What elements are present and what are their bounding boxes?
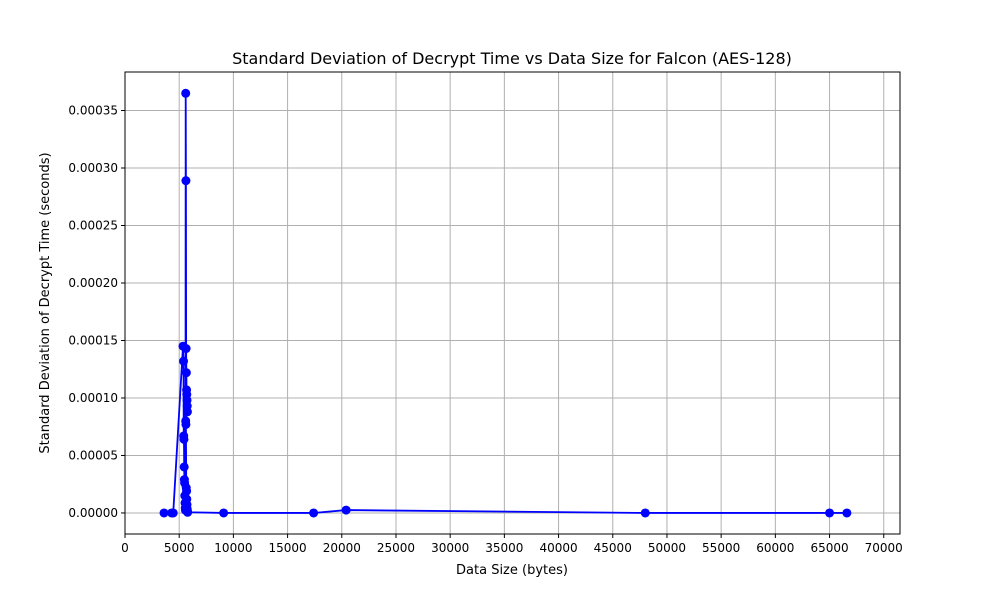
y-tick-label: 0.00015: [68, 333, 118, 347]
plot-frame: [124, 71, 901, 535]
data-point: [309, 508, 319, 518]
x-tick-label: 60000: [756, 541, 794, 555]
y-axis-ticks: 0.00000 0.00005 0.00010 0.00015 0.00020 0.000…: [68, 104, 125, 520]
data-point: [183, 507, 193, 517]
chart-title: Standard Deviation of Decrypt Time vs Da…: [232, 49, 792, 68]
y-axis-label: Standard Deviation of Decrypt Time (seco…: [38, 152, 53, 453]
x-tick-label: 15000: [268, 541, 306, 555]
data-point: [168, 508, 178, 518]
data-point: [842, 508, 852, 518]
x-tick-label: 40000: [539, 541, 577, 555]
data-point: [181, 419, 191, 429]
data-point: [181, 368, 191, 378]
y-tick-label: 0.00030: [68, 161, 118, 175]
x-tick-label: 0: [121, 541, 129, 555]
data-point: [181, 88, 191, 98]
x-tick-label: 35000: [485, 541, 523, 555]
data-point: [219, 508, 229, 518]
x-tick-label: 25000: [377, 541, 415, 555]
x-tick-label: 50000: [648, 541, 686, 555]
y-tick-label: 0.00005: [68, 448, 118, 462]
x-tick-label: 20000: [323, 541, 361, 555]
x-tick-label: 45000: [594, 541, 632, 555]
y-tick-label: 0.00000: [68, 506, 118, 520]
y-tick-label: 0.00035: [68, 104, 118, 118]
x-tick-label: 5000: [164, 541, 195, 555]
series-line: [164, 92, 847, 514]
data-point: [179, 434, 189, 444]
data-point: [181, 176, 191, 186]
data-point: [159, 508, 169, 518]
series-falcon-aes128: [159, 88, 852, 518]
y-tick-label: 0.00010: [68, 391, 118, 405]
x-axis-ticks: 0 5000 10000 15000 20000 25000 30000 35000 40000…: [121, 534, 903, 555]
grid: [124, 72, 900, 534]
data-point: [640, 508, 650, 518]
x-tick-label: 30000: [431, 541, 469, 555]
y-tick-label: 0.00020: [68, 276, 118, 290]
x-tick-label: 10000: [214, 541, 252, 555]
x-axis-label: Data Size (bytes): [456, 563, 568, 578]
data-point: [179, 356, 189, 366]
y-tick-label: 0.00025: [68, 219, 118, 233]
data-point: [182, 486, 192, 496]
x-tick-label: 70000: [865, 541, 903, 555]
data-point: [182, 407, 192, 417]
data-point: [341, 505, 351, 515]
data-point: [825, 508, 835, 518]
data-point: [181, 344, 191, 354]
x-tick-label: 55000: [702, 541, 740, 555]
x-tick-label: 65000: [810, 541, 848, 555]
data-point: [179, 462, 189, 472]
